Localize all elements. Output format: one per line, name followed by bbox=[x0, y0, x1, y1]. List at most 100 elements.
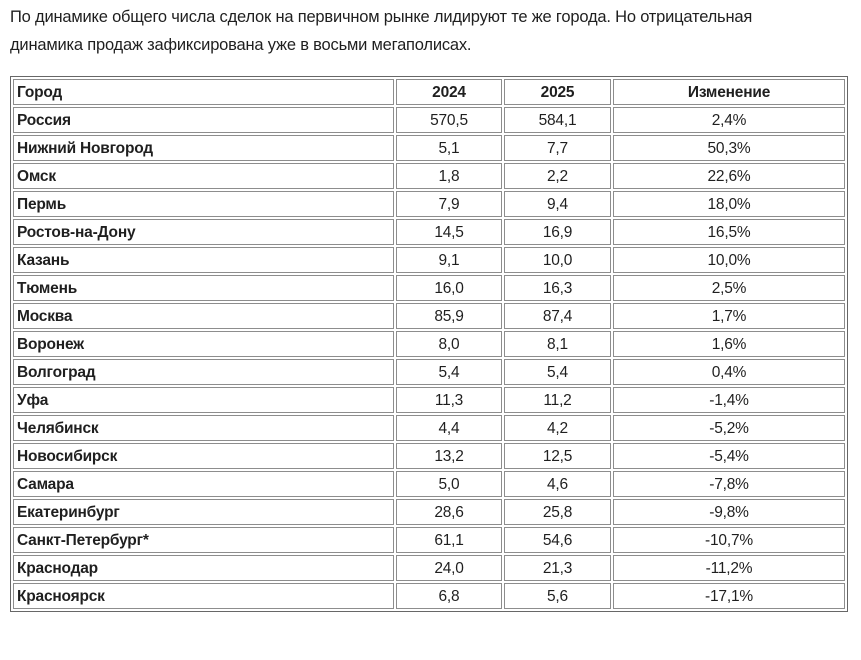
city-cell: Ростов-на-Дону bbox=[13, 219, 394, 245]
table-row: Красноярск 6,8 5,6 -17,1% bbox=[13, 583, 845, 609]
value-2025-cell: 54,6 bbox=[504, 527, 611, 553]
table-row: Воронеж 8,0 8,1 1,6% bbox=[13, 331, 845, 357]
city-cell: Пермь bbox=[13, 191, 394, 217]
value-2025-cell: 4,6 bbox=[504, 471, 611, 497]
city-cell: Новосибирск bbox=[13, 443, 394, 469]
change-cell: 16,5% bbox=[613, 219, 845, 245]
value-2024-cell: 4,4 bbox=[396, 415, 502, 441]
value-2024-cell: 5,0 bbox=[396, 471, 502, 497]
value-2024-cell: 8,0 bbox=[396, 331, 502, 357]
table-row: Самара 5,0 4,6 -7,8% bbox=[13, 471, 845, 497]
table-row: Пермь 7,9 9,4 18,0% bbox=[13, 191, 845, 217]
value-2025-cell: 21,3 bbox=[504, 555, 611, 581]
table-body: Россия 570,5 584,1 2,4% Нижний Новгород … bbox=[13, 107, 845, 609]
value-2024-cell: 61,1 bbox=[396, 527, 502, 553]
value-2024-cell: 9,1 bbox=[396, 247, 502, 273]
change-cell: -1,4% bbox=[613, 387, 845, 413]
value-2024-cell: 14,5 bbox=[396, 219, 502, 245]
table-row: Ростов-на-Дону 14,5 16,9 16,5% bbox=[13, 219, 845, 245]
change-cell: 2,5% bbox=[613, 275, 845, 301]
city-cell: Краснодар bbox=[13, 555, 394, 581]
table-row: Москва 85,9 87,4 1,7% bbox=[13, 303, 845, 329]
city-cell: Тюмень bbox=[13, 275, 394, 301]
table-row: Уфа 11,3 11,2 -1,4% bbox=[13, 387, 845, 413]
change-cell: -7,8% bbox=[613, 471, 845, 497]
table-row: Нижний Новгород 5,1 7,7 50,3% bbox=[13, 135, 845, 161]
table-row: Новосибирск 13,2 12,5 -5,4% bbox=[13, 443, 845, 469]
value-2024-cell: 7,9 bbox=[396, 191, 502, 217]
column-header-change: Изменение bbox=[613, 79, 845, 105]
value-2025-cell: 4,2 bbox=[504, 415, 611, 441]
city-cell: Уфа bbox=[13, 387, 394, 413]
city-cell: Нижний Новгород bbox=[13, 135, 394, 161]
city-cell: Москва bbox=[13, 303, 394, 329]
value-2025-cell: 8,1 bbox=[504, 331, 611, 357]
value-2025-cell: 16,3 bbox=[504, 275, 611, 301]
table-row: Челябинск 4,4 4,2 -5,2% bbox=[13, 415, 845, 441]
change-cell: 50,3% bbox=[613, 135, 845, 161]
city-cell: Омск bbox=[13, 163, 394, 189]
value-2024-cell: 11,3 bbox=[396, 387, 502, 413]
value-2025-cell: 25,8 bbox=[504, 499, 611, 525]
change-cell: 22,6% bbox=[613, 163, 845, 189]
city-cell: Самара bbox=[13, 471, 394, 497]
value-2024-cell: 570,5 bbox=[396, 107, 502, 133]
value-2025-cell: 11,2 bbox=[504, 387, 611, 413]
table-row: Краснодар 24,0 21,3 -11,2% bbox=[13, 555, 845, 581]
deals-table: Город 2024 2025 Изменение Россия 570,5 5… bbox=[10, 76, 848, 612]
change-cell: 2,4% bbox=[613, 107, 845, 133]
city-cell: Санкт-Петербург* bbox=[13, 527, 394, 553]
city-cell: Казань bbox=[13, 247, 394, 273]
city-cell: Екатеринбург bbox=[13, 499, 394, 525]
value-2025-cell: 2,2 bbox=[504, 163, 611, 189]
intro-line-1: По динамике общего числа сделок на перви… bbox=[10, 8, 753, 26]
city-cell: Волгоград bbox=[13, 359, 394, 385]
table-row: Омск 1,8 2,2 22,6% bbox=[13, 163, 845, 189]
value-2025-cell: 584,1 bbox=[504, 107, 611, 133]
table-row: Екатеринбург 28,6 25,8 -9,8% bbox=[13, 499, 845, 525]
change-cell: 18,0% bbox=[613, 191, 845, 217]
value-2025-cell: 9,4 bbox=[504, 191, 611, 217]
value-2024-cell: 1,8 bbox=[396, 163, 502, 189]
change-cell: -5,2% bbox=[613, 415, 845, 441]
value-2024-cell: 16,0 bbox=[396, 275, 502, 301]
value-2024-cell: 24,0 bbox=[396, 555, 502, 581]
city-cell: Воронеж bbox=[13, 331, 394, 357]
change-cell: 0,4% bbox=[613, 359, 845, 385]
value-2024-cell: 5,1 bbox=[396, 135, 502, 161]
change-cell: -11,2% bbox=[613, 555, 845, 581]
value-2025-cell: 7,7 bbox=[504, 135, 611, 161]
value-2025-cell: 16,9 bbox=[504, 219, 611, 245]
change-cell: 10,0% bbox=[613, 247, 845, 273]
column-header-2024: 2024 bbox=[396, 79, 502, 105]
value-2025-cell: 5,6 bbox=[504, 583, 611, 609]
change-cell: 1,6% bbox=[613, 331, 845, 357]
value-2024-cell: 85,9 bbox=[396, 303, 502, 329]
city-cell: Россия bbox=[13, 107, 394, 133]
value-2025-cell: 12,5 bbox=[504, 443, 611, 469]
value-2024-cell: 28,6 bbox=[396, 499, 502, 525]
value-2025-cell: 87,4 bbox=[504, 303, 611, 329]
change-cell: -9,8% bbox=[613, 499, 845, 525]
value-2024-cell: 13,2 bbox=[396, 443, 502, 469]
table-row: Тюмень 16,0 16,3 2,5% bbox=[13, 275, 845, 301]
table-header-row: Город 2024 2025 Изменение bbox=[13, 79, 845, 105]
city-cell: Красноярск bbox=[13, 583, 394, 609]
intro-line-2: динамика продаж зафиксирована уже в вось… bbox=[10, 36, 472, 54]
value-2024-cell: 6,8 bbox=[396, 583, 502, 609]
table-row: Казань 9,1 10,0 10,0% bbox=[13, 247, 845, 273]
change-cell: 1,7% bbox=[613, 303, 845, 329]
intro-paragraph: По динамике общего числа сделок на перви… bbox=[10, 3, 855, 59]
value-2025-cell: 5,4 bbox=[504, 359, 611, 385]
value-2024-cell: 5,4 bbox=[396, 359, 502, 385]
column-header-city: Город bbox=[13, 79, 394, 105]
table-row: Волгоград 5,4 5,4 0,4% bbox=[13, 359, 845, 385]
table-row: Россия 570,5 584,1 2,4% bbox=[13, 107, 845, 133]
city-cell: Челябинск bbox=[13, 415, 394, 441]
change-cell: -17,1% bbox=[613, 583, 845, 609]
column-header-2025: 2025 bbox=[504, 79, 611, 105]
table-row: Санкт-Петербург* 61,1 54,6 -10,7% bbox=[13, 527, 845, 553]
value-2025-cell: 10,0 bbox=[504, 247, 611, 273]
change-cell: -5,4% bbox=[613, 443, 845, 469]
